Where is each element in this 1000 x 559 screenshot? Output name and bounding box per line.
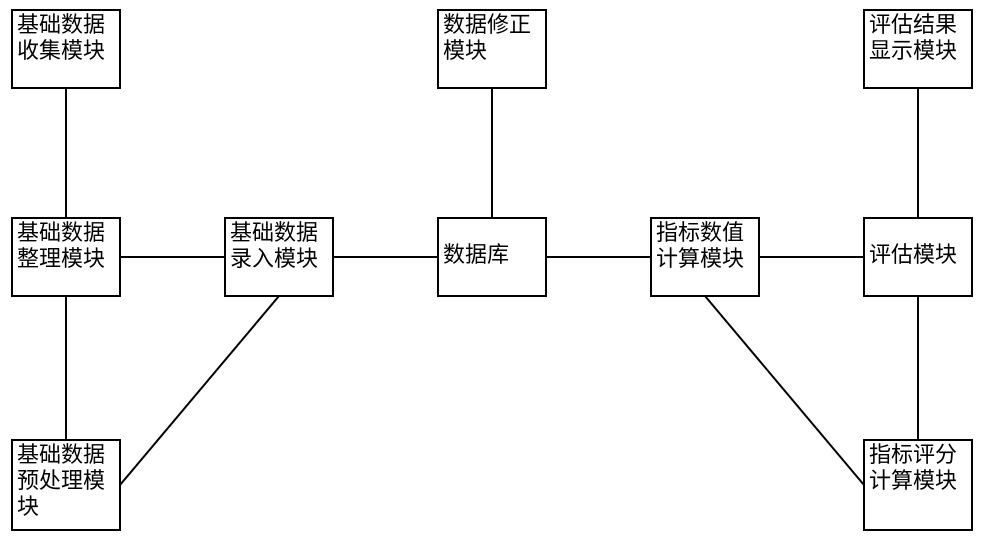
edge-n7-n10 xyxy=(705,296,864,485)
node-label: 计算模块 xyxy=(869,468,957,493)
node-n5: 基础数据录入模块 xyxy=(225,218,333,296)
node-n4: 基础数据整理模块 xyxy=(12,218,120,296)
node-label: 显示模块 xyxy=(869,38,957,63)
node-label: 计算模块 xyxy=(656,246,744,271)
node-label: 整理模块 xyxy=(17,246,105,271)
node-n10: 指标评分计算模块 xyxy=(864,440,972,530)
node-n3: 评估结果显示模块 xyxy=(864,10,972,88)
node-label: 数据库 xyxy=(443,242,509,267)
node-label: 收集模块 xyxy=(17,38,105,63)
node-label: 评估模块 xyxy=(869,242,957,267)
node-label: 基础数据 xyxy=(230,220,318,245)
node-n8: 评估模块 xyxy=(864,218,972,296)
nodes-layer: 基础数据收集模块数据修正模块评估结果显示模块基础数据整理模块基础数据录入模块数据… xyxy=(12,10,972,530)
node-label: 评估结果 xyxy=(869,12,957,37)
flowchart-canvas: 基础数据收集模块数据修正模块评估结果显示模块基础数据整理模块基础数据录入模块数据… xyxy=(0,0,1000,559)
node-n9: 基础数据预处理模块 xyxy=(12,440,120,530)
node-n1: 基础数据收集模块 xyxy=(12,10,120,88)
node-label: 基础数据 xyxy=(17,12,105,37)
edge-n9-n5 xyxy=(120,296,279,485)
node-label: 数据修正 xyxy=(443,12,531,37)
node-label: 块 xyxy=(17,494,39,519)
node-n6: 数据库 xyxy=(438,218,546,296)
node-label: 指标数值 xyxy=(656,220,744,245)
node-label: 基础数据 xyxy=(17,442,105,467)
node-n7: 指标数值计算模块 xyxy=(651,218,759,296)
node-label: 录入模块 xyxy=(230,246,318,271)
node-label: 指标评分 xyxy=(869,442,957,467)
node-label: 模块 xyxy=(443,38,487,63)
node-label: 基础数据 xyxy=(17,220,105,245)
node-label: 预处理模 xyxy=(17,468,105,493)
node-n2: 数据修正模块 xyxy=(438,10,546,88)
